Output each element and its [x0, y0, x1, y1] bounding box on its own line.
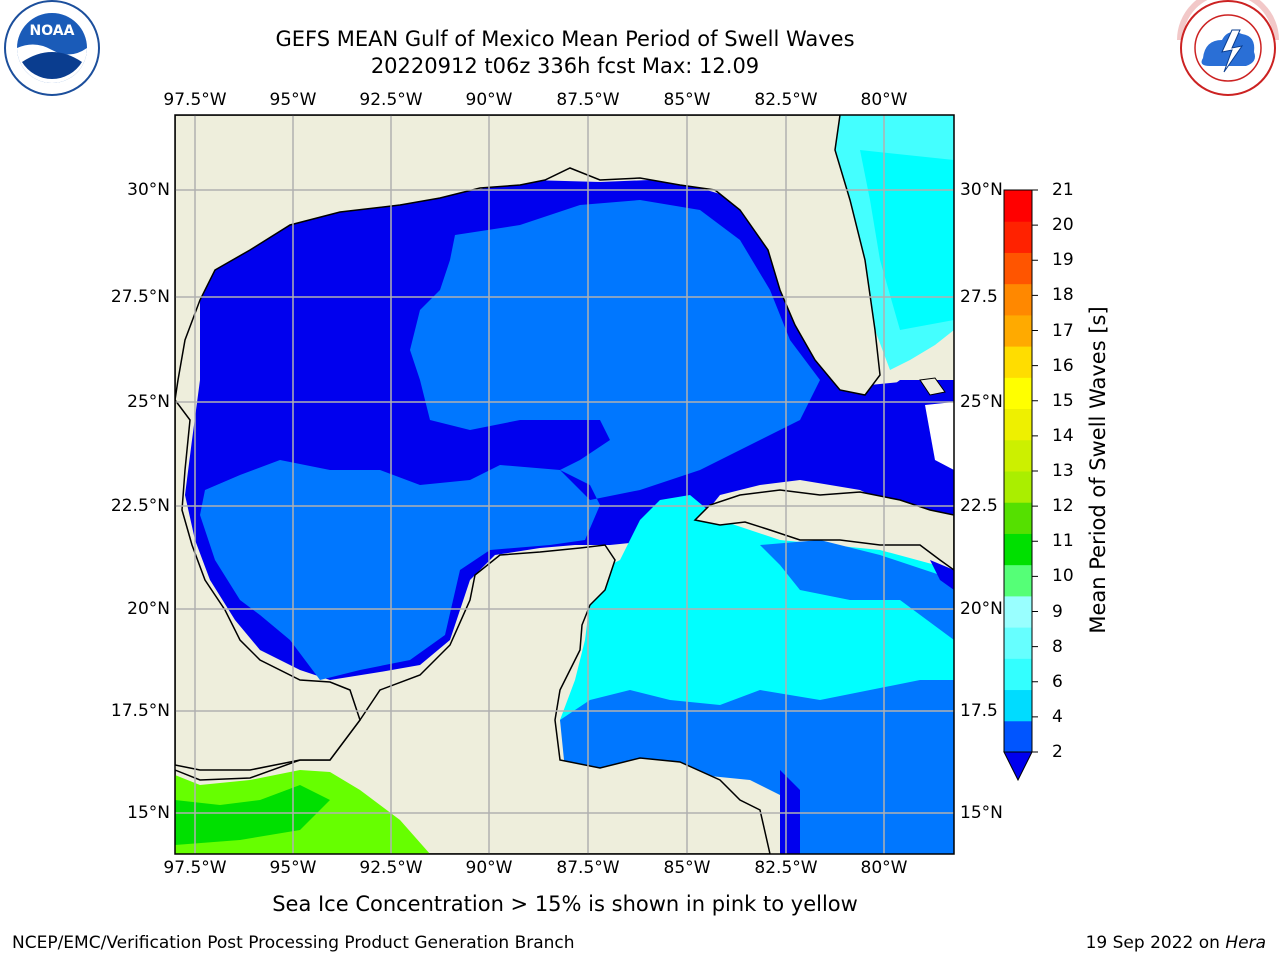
- colorbar-swatch: [1004, 190, 1032, 222]
- lat-label-right: 15°N: [960, 803, 1003, 823]
- nws-logo: [1177, 0, 1279, 96]
- colorbar-swatch: [1004, 564, 1032, 597]
- lat-label-right: 27.5: [960, 287, 998, 307]
- colorbar-swatch: [1004, 346, 1032, 378]
- colorbar-tick-label: 20: [1052, 215, 1074, 236]
- lon-label-top: 80°W: [860, 90, 908, 110]
- lon-label-top: 87.5°W: [556, 90, 620, 110]
- noaa-logo-text: NOAA: [30, 23, 75, 39]
- colorbar-swatch: [1004, 314, 1032, 347]
- gulf-blue-field: [200, 200, 820, 680]
- footer-host: Hera: [1225, 933, 1266, 953]
- colorbar-tick-label: 14: [1052, 425, 1074, 446]
- colorbar-swatch: [1004, 283, 1032, 316]
- map-frame: [174, 114, 955, 855]
- chart-title: GEFS MEAN Gulf of Mexico Mean Period of …: [275, 27, 855, 51]
- lon-label-bottom: 80°W: [860, 858, 908, 878]
- colorbar-swatch: [1004, 658, 1032, 691]
- colorbar-swatch: [1004, 408, 1032, 441]
- colorbar-tick-label: 6: [1052, 671, 1063, 692]
- colorbar-tick-label: 18: [1052, 285, 1074, 306]
- colorbar-tick-label: 12: [1052, 496, 1074, 517]
- colorbar-tick-label: 10: [1052, 566, 1074, 587]
- colorbar-tick-label: 15: [1052, 390, 1074, 411]
- lon-label-bottom: 87.5°W: [556, 858, 620, 878]
- colorbar-swatch: [1004, 595, 1032, 628]
- colorbar-swatch: [1004, 439, 1032, 472]
- lat-label-left: 15°N: [127, 803, 170, 823]
- colorbar-swatch: [1004, 689, 1032, 722]
- colorbar-swatch: [1004, 377, 1032, 410]
- cuba-land: [693, 489, 954, 571]
- lat-label-right: 17.5: [960, 701, 998, 721]
- lon-label-bottom: 92.5°W: [359, 858, 423, 878]
- colorbar-tick-label: 19: [1052, 250, 1074, 271]
- colorbar-tick-label: 17: [1052, 320, 1074, 341]
- lon-label-top: 90°W: [465, 90, 513, 110]
- footer-date: 19 Sep 2022 on Hera: [1085, 933, 1266, 953]
- colorbar-extend-triangle: [1003, 751, 1033, 782]
- lat-label-left: 20°N: [127, 599, 170, 619]
- lat-label-right: 30°N: [960, 180, 1003, 200]
- lat-label-right: 20°N: [960, 599, 1003, 619]
- colorbar-tick-label: 11: [1052, 531, 1074, 552]
- colorbar-tick-label: 21: [1052, 180, 1074, 200]
- lon-label-top: 95°W: [269, 90, 317, 110]
- lon-label-top: 92.5°W: [359, 90, 423, 110]
- lon-label-top: 82.5°W: [754, 90, 818, 110]
- colorbar-tick-label: 13: [1052, 461, 1074, 481]
- lon-label-bottom: 85°W: [663, 858, 711, 878]
- lat-label-left: 27.5°N: [110, 287, 170, 307]
- colorbar-swatch: [1004, 471, 1032, 503]
- lat-label-left: 17.5°N: [110, 701, 170, 721]
- us-coast-land: [175, 115, 881, 401]
- sea-ice-note: Sea Ice Concentration > 15% is shown in …: [272, 892, 858, 916]
- chart-subtitle: 20220912 t06z 336h fcst Max: 12.09: [370, 54, 760, 78]
- lat-label-right: 22.5: [960, 496, 998, 516]
- colorbar: [1003, 189, 1038, 782]
- lon-label-top: 85°W: [663, 90, 711, 110]
- colorbar-swatch: [1004, 533, 1032, 566]
- colorbar-swatch: [1004, 252, 1032, 285]
- lat-lon-grid: [175, 115, 954, 854]
- lat-label-left: 25°N: [127, 392, 170, 412]
- lat-label-right: 25°N: [960, 392, 1003, 412]
- lon-label-bottom: 95°W: [269, 858, 317, 878]
- lon-label-bottom: 90°W: [465, 858, 513, 878]
- noaa-logo: NOAA: [4, 0, 100, 96]
- footer-credit: NCEP/EMC/Verification Post Processing Pr…: [12, 933, 575, 953]
- colorbar-tick-label: 2: [1052, 742, 1063, 762]
- lat-label-left: 30°N: [127, 180, 170, 200]
- colorbar-tick-label: 9: [1052, 601, 1063, 622]
- colorbar-swatch: [1004, 502, 1032, 534]
- colorbar-tick-label: 16: [1052, 355, 1074, 376]
- colorbar-tick-label: 4: [1052, 706, 1063, 727]
- colorbar-swatch: [1004, 627, 1032, 659]
- lat-label-left: 22.5°N: [110, 496, 170, 516]
- colorbar-swatch: [1004, 720, 1032, 753]
- lon-label-bottom: 82.5°W: [754, 858, 818, 878]
- colorbar-swatch: [1004, 221, 1032, 253]
- colorbar-tick-label: 8: [1052, 636, 1063, 657]
- lon-label-bottom: 97.5°W: [163, 858, 227, 878]
- lon-label-top: 97.5°W: [163, 90, 227, 110]
